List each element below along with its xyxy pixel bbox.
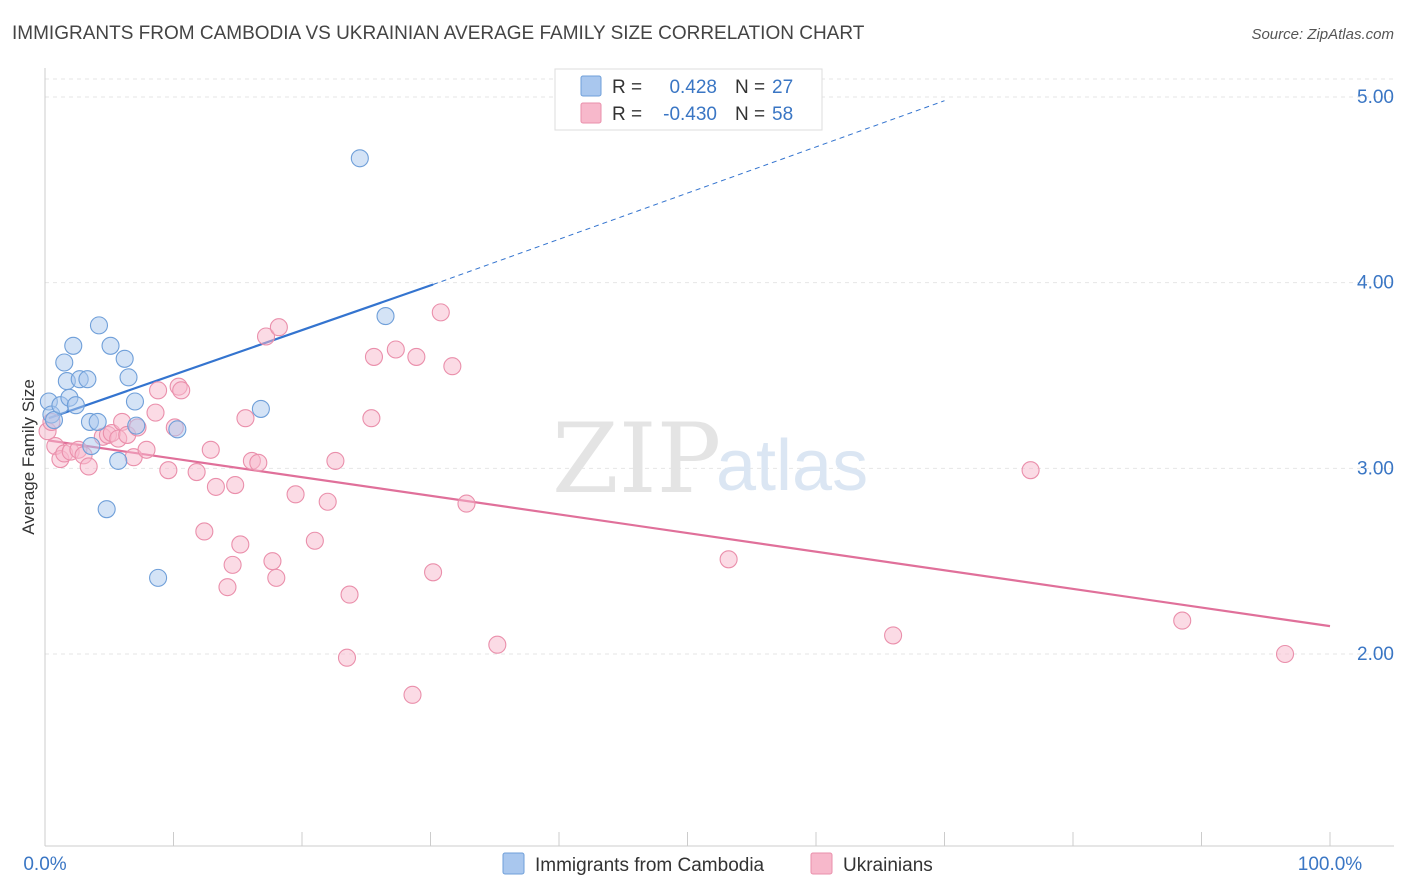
chart-source: Source: ZipAtlas.com — [1251, 26, 1394, 43]
point-1-24 — [187, 462, 206, 482]
point-1-41 — [318, 492, 337, 511]
y-tick-labels: 5.00 4.00 3.00 2.00 — [1357, 87, 1394, 665]
point-1-40 — [305, 531, 324, 550]
point-1-8 — [79, 457, 98, 476]
point-1-20 — [159, 461, 178, 480]
point-1-53 — [457, 494, 476, 513]
point-1-49 — [407, 347, 426, 366]
y-tick-label-1: 4.00 — [1357, 273, 1394, 294]
point-1-54 — [488, 635, 507, 654]
series-legend-label-ukrainians: Ukrainians — [843, 855, 933, 876]
point-1-37 — [269, 318, 288, 337]
point-0-22 — [149, 568, 168, 587]
trend-line-0 — [48, 283, 434, 420]
point-1-17 — [137, 440, 156, 459]
point-0-25 — [350, 149, 369, 168]
point-1-28 — [218, 578, 237, 597]
point-0-24 — [251, 399, 270, 418]
point-1-19 — [149, 381, 168, 400]
point-0-14 — [89, 316, 109, 335]
legend-swatch-ukrainians — [580, 102, 602, 124]
point-1-35 — [256, 327, 276, 346]
point-1-31 — [231, 535, 250, 554]
point-0-8 — [66, 396, 85, 415]
point-1-44 — [340, 585, 359, 604]
stats-legend: R = 0.428 N = 27 R = -0.430 N = 58 — [554, 68, 823, 131]
legend-r-label-ukrainians: R = — [612, 104, 642, 125]
point-1-51 — [431, 303, 450, 322]
point-1-43 — [337, 648, 357, 667]
legend-r-label-cambodia: R = — [612, 77, 642, 98]
legend-n-value-ukrainians: 58 — [772, 104, 793, 125]
point-1-45 — [362, 409, 381, 428]
point-1-42 — [326, 451, 345, 470]
point-1-27 — [206, 477, 225, 496]
point-1-26 — [201, 440, 220, 459]
point-1-25 — [195, 522, 214, 541]
x-tick-label-min: 0.0% — [23, 854, 66, 875]
point-0-19 — [119, 368, 138, 387]
point-0-17 — [109, 451, 128, 470]
legend-r-value-cambodia: 0.428 — [669, 77, 717, 98]
x-ticks — [44, 832, 1331, 846]
legend-n-value-cambodia: 27 — [772, 77, 793, 98]
point-1-23 — [172, 381, 191, 400]
chart-title: IMMIGRANTS FROM CAMBODIA VS UKRAINIAN AV… — [12, 23, 865, 44]
series-legend: Immigrants from Cambodia Ukrainians — [502, 852, 933, 876]
y-tick-label-3: 2.00 — [1357, 644, 1394, 665]
point-1-57 — [1021, 461, 1040, 480]
trend-extension-0 — [432, 100, 945, 285]
point-1-52 — [443, 357, 462, 376]
point-0-15 — [97, 500, 116, 519]
point-1-29 — [223, 555, 242, 574]
x-tick-label-max: 100.0% — [1298, 854, 1363, 875]
trend-lines — [48, 100, 1331, 628]
point-0-16 — [101, 336, 120, 355]
point-1-55 — [719, 550, 738, 569]
legend-swatch-cambodia — [580, 75, 602, 97]
point-1-48 — [403, 685, 422, 704]
point-1-59 — [1275, 644, 1295, 664]
point-0-26 — [376, 307, 395, 326]
point-1-56 — [884, 626, 903, 645]
series-legend-swatch-ukrainians — [810, 852, 833, 875]
point-1-58 — [1173, 611, 1192, 630]
data-points — [38, 149, 1295, 704]
point-1-36 — [263, 552, 282, 571]
watermark-atlas: atlas — [716, 426, 868, 506]
point-0-13 — [88, 412, 107, 431]
watermark-zip: ZIP — [552, 403, 721, 515]
point-1-46 — [364, 347, 384, 366]
legend-r-value-ukrainians: -0.430 — [663, 104, 717, 125]
point-0-7 — [64, 336, 83, 355]
legend-n-label-cambodia: N = — [735, 77, 765, 98]
point-1-32 — [236, 409, 255, 428]
gridlines — [45, 78, 1394, 655]
point-0-20 — [125, 392, 144, 411]
point-1-50 — [424, 563, 443, 582]
point-1-38 — [267, 568, 286, 587]
point-0-4 — [55, 353, 74, 372]
point-1-30 — [226, 475, 245, 495]
y-tick-label-2: 3.00 — [1357, 458, 1394, 479]
series-legend-swatch-cambodia — [502, 852, 525, 875]
point-1-34 — [249, 453, 268, 472]
point-1-18 — [146, 403, 165, 422]
point-0-10 — [78, 370, 97, 389]
point-0-12 — [82, 437, 101, 456]
point-0-21 — [127, 416, 146, 435]
point-0-23 — [168, 420, 187, 439]
point-1-47 — [386, 340, 405, 359]
y-axis-label: Average Family Size — [19, 379, 38, 535]
point-1-39 — [286, 485, 305, 504]
trend-line-1 — [48, 439, 1331, 628]
legend-n-label-ukrainians: N = — [735, 104, 765, 125]
series-legend-label-cambodia: Immigrants from Cambodia — [535, 855, 765, 876]
point-0-18 — [115, 349, 134, 368]
y-tick-label-0: 5.00 — [1357, 87, 1394, 108]
